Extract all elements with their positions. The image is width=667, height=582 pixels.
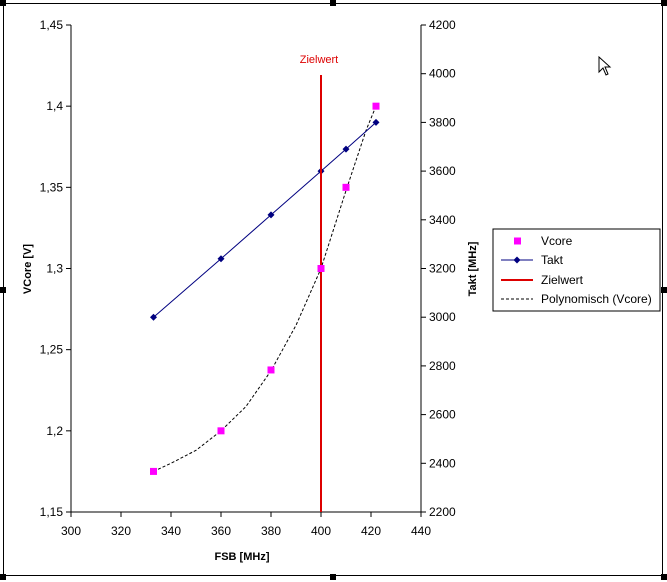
legend-label-polynomisch: Polynomisch (Vcore) xyxy=(541,292,652,306)
vcore-point xyxy=(317,265,325,272)
resize-handle-bottom-center[interactable] xyxy=(330,574,336,580)
resize-handle-top-left[interactable] xyxy=(0,0,6,6)
resize-handle-top-right[interactable] xyxy=(661,0,667,6)
x-tick-label: 340 xyxy=(161,524,181,538)
x-tick-label: 400 xyxy=(311,524,331,538)
takt-point xyxy=(217,255,225,263)
resize-handle-middle-left[interactable] xyxy=(0,287,6,293)
legend-label-vcore: Vcore xyxy=(541,234,573,248)
legend-label-takt: Takt xyxy=(541,253,564,267)
x-tick-label: 300 xyxy=(61,524,81,538)
takt-point xyxy=(150,313,157,321)
y-left-tick-label: 1,4 xyxy=(46,99,63,113)
vcore-point xyxy=(342,183,350,191)
x-tick-label: 320 xyxy=(111,524,131,538)
mouse-pointer-icon xyxy=(598,56,612,76)
y-right-tick-label: 3400 xyxy=(429,213,456,227)
y-axis-right-title: Takt [MHz] xyxy=(467,241,479,296)
y-left-tick-label: 1,35 xyxy=(40,180,64,194)
vcore-point xyxy=(372,102,380,110)
vcore-point xyxy=(217,427,225,435)
y-right-tick-label: 3600 xyxy=(429,164,456,178)
x-axis-title: FSB [MHz] xyxy=(215,551,270,563)
chart-area[interactable]: 300 320 340 360 380 400 420 440 1,15 1,2 1,25 1,3 1,… xyxy=(3,3,663,576)
legend-label-zielwert: Zielwert xyxy=(541,273,584,287)
y-left-tick-label: 1,3 xyxy=(46,262,63,276)
zielwert-annotation: Zielwert xyxy=(300,54,339,66)
legend: Vcore Takt Zielwert Polynomisch (Vcore) xyxy=(492,228,661,312)
x-tick-label: 440 xyxy=(411,524,431,538)
legend-marker-vcore xyxy=(514,237,521,245)
vcore-point xyxy=(150,467,157,475)
x-tick-label: 380 xyxy=(261,524,281,538)
y-left-tick-label: 1,15 xyxy=(40,505,64,519)
y-right-tick-label: 2200 xyxy=(429,505,456,519)
y-axis-left-title: VCore [V] xyxy=(22,244,34,294)
series-line-takt xyxy=(153,122,377,318)
resize-handle-bottom-right[interactable] xyxy=(661,574,667,580)
y-right-tick-label: 2600 xyxy=(429,408,456,422)
x-tick-label: 360 xyxy=(211,524,231,538)
takt-point xyxy=(267,211,275,219)
takt-point xyxy=(372,118,380,126)
y-left-tick-label: 1,2 xyxy=(46,424,63,438)
y-right-tick-label: 3800 xyxy=(429,115,456,129)
legend-marker-takt xyxy=(513,256,521,264)
x-tick-label: 420 xyxy=(361,524,381,538)
y-left-tick-label: 1,25 xyxy=(40,343,64,357)
takt-point xyxy=(342,145,350,153)
resize-handle-bottom-left[interactable] xyxy=(0,574,6,580)
y-right-tick-label: 4000 xyxy=(429,67,456,81)
y-left-tick-label: 1,45 xyxy=(40,18,64,32)
vcore-point xyxy=(267,366,275,374)
resize-handle-top-center[interactable] xyxy=(330,0,336,6)
y-right-tick-label: 2400 xyxy=(429,456,456,470)
y-right-tick-label: 3000 xyxy=(429,310,456,324)
y-right-tick-label: 2800 xyxy=(429,359,456,373)
y-right-tick-label: 3200 xyxy=(429,262,456,276)
chart-svg: 300 320 340 360 380 400 420 440 1,15 1,2 1,25 1,3 1,… xyxy=(22,18,661,563)
y-right-tick-label: 4200 xyxy=(429,18,456,32)
resize-handle-middle-right[interactable] xyxy=(661,287,667,293)
